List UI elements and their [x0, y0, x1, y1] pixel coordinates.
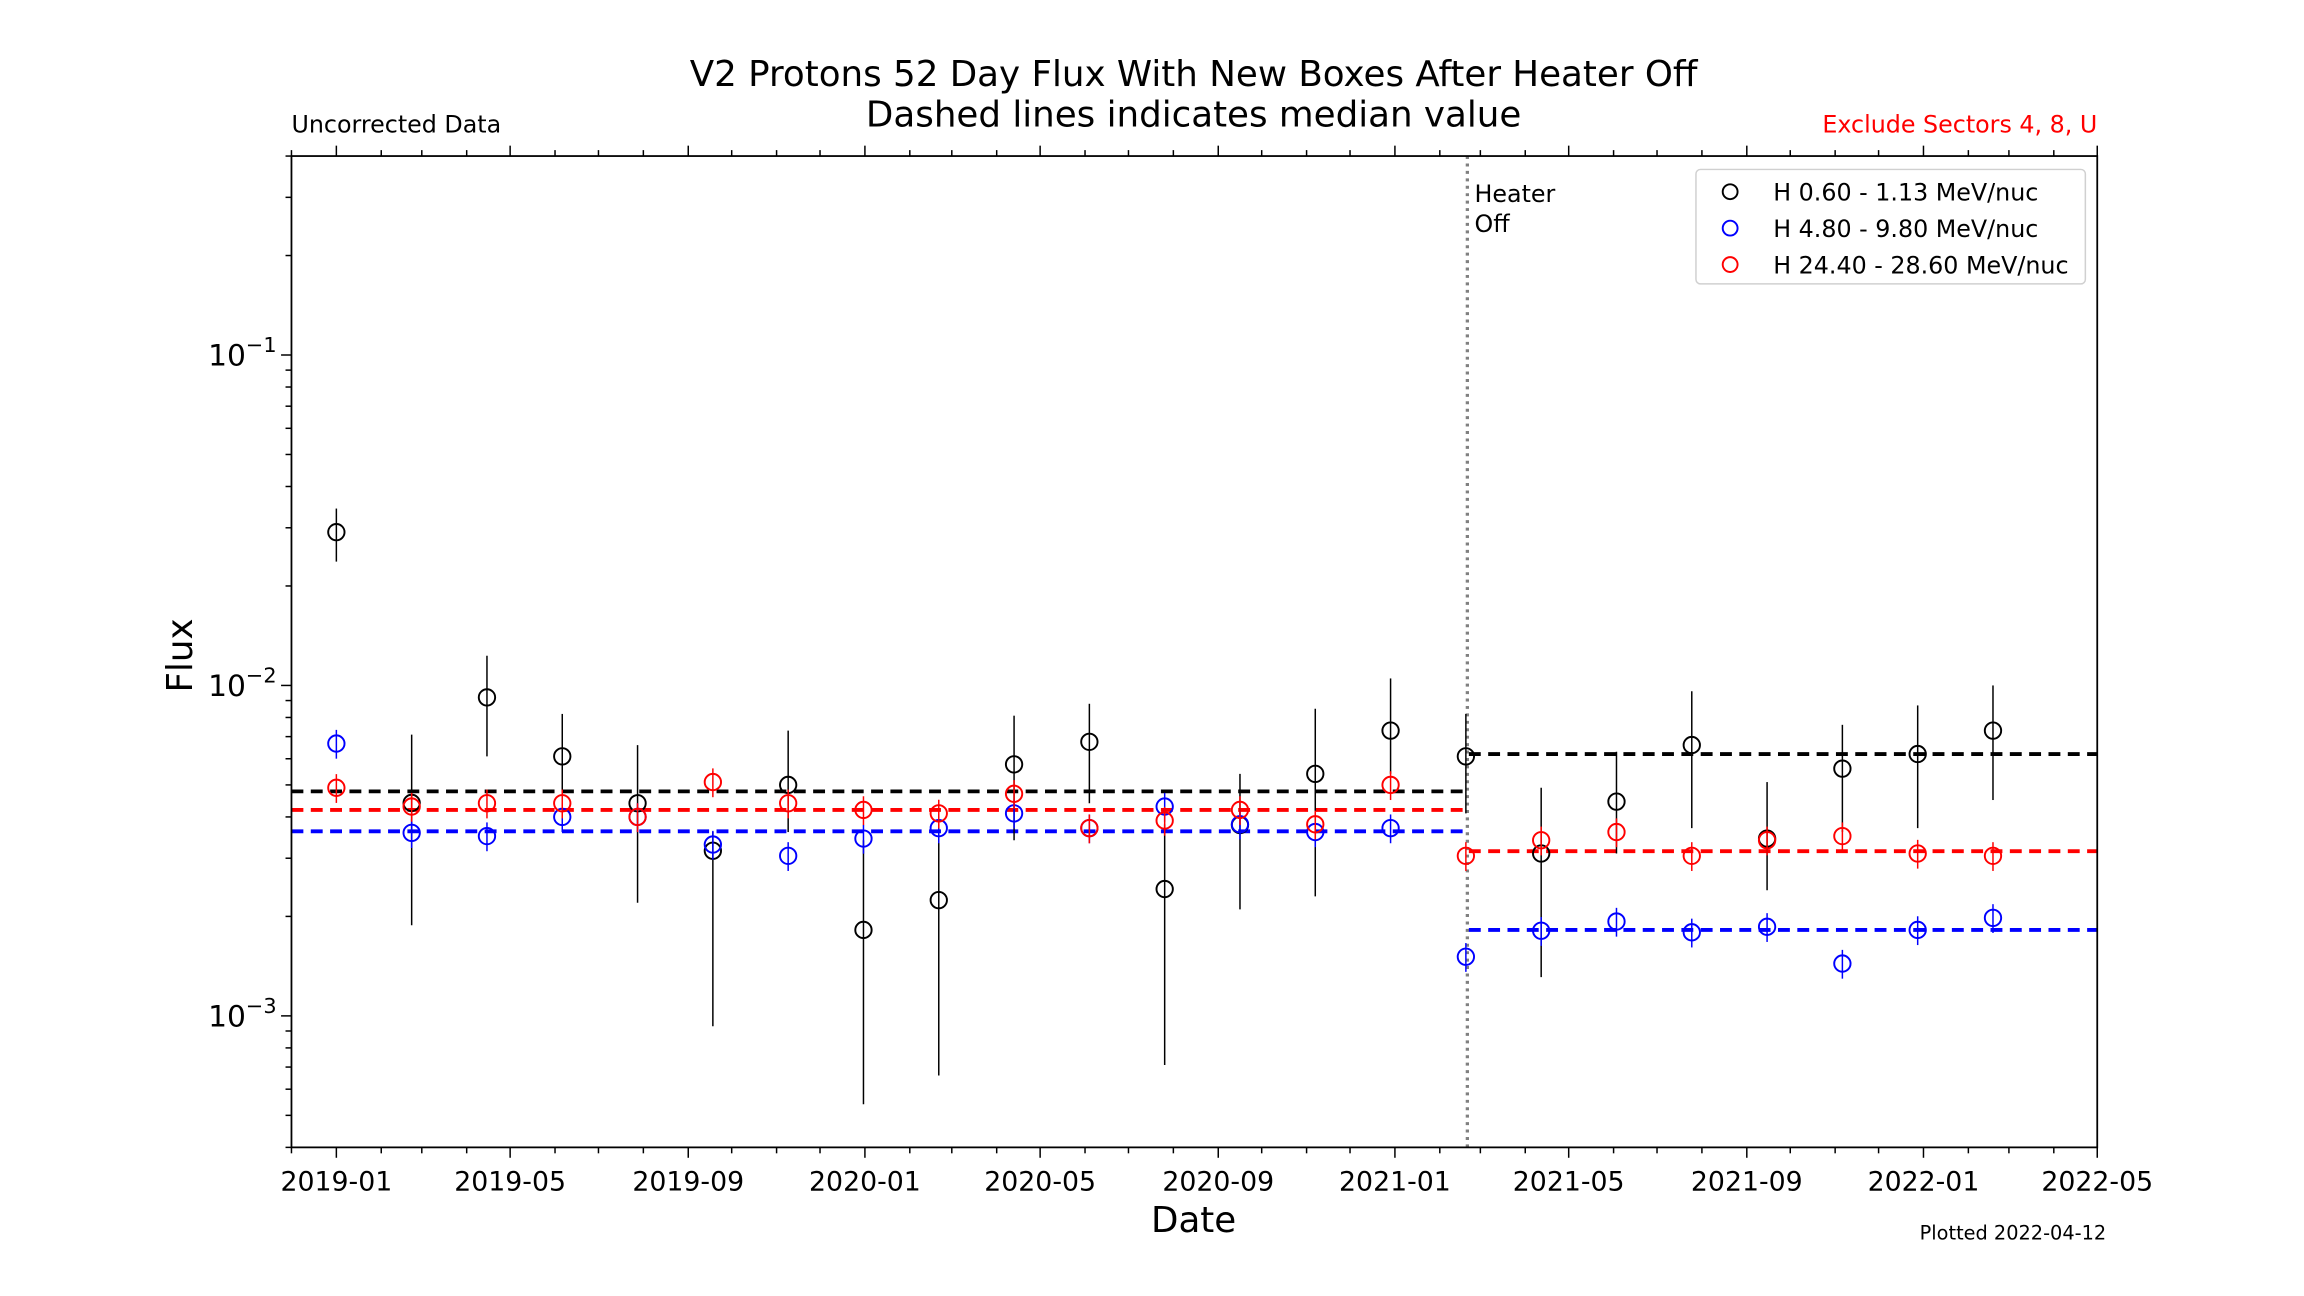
- data-point: [1230, 800, 1250, 820]
- data-point: [854, 800, 873, 820]
- data-point: [1080, 818, 1099, 838]
- data-point: [1532, 831, 1551, 850]
- data-point: [327, 523, 346, 542]
- data-point: [1306, 764, 1325, 784]
- data-point: [553, 747, 572, 766]
- legend-label: H 0.60 - 1.13 MeV/nuc: [1773, 179, 2038, 207]
- data-point: [1607, 792, 1626, 811]
- chart-subtitle: Dashed lines indicates median value: [866, 94, 1521, 135]
- legend: H 0.60 - 1.13 MeV/nuc H 4.80 - 9.80 MeV/n…: [1695, 168, 2087, 285]
- x-tick-label: 2022-01: [1868, 1166, 1980, 1197]
- data-point: [402, 823, 421, 842]
- x-tick-label: 2019-05: [454, 1166, 566, 1197]
- exclude-sectors-note: Exclude Sectors 4, 8, U: [1822, 110, 2097, 138]
- heater-off-label: Heater Off: [1475, 180, 1563, 238]
- data-point: [1381, 775, 1400, 795]
- data-point: [1983, 721, 2003, 740]
- y-axis-label: Flux: [160, 618, 201, 692]
- data-point: [1833, 759, 1852, 778]
- data-point: [779, 846, 798, 865]
- x-tick-label: 2021-01: [1339, 1166, 1451, 1197]
- data-point: [854, 920, 873, 940]
- data-point: [929, 891, 948, 910]
- x-tick-label: 2021-09: [1691, 1166, 1803, 1197]
- data-point: [1306, 815, 1325, 834]
- heater-label-line1: Heater: [1475, 180, 1556, 208]
- y-tick-label: 10−3: [208, 994, 277, 1034]
- data-point: [1155, 879, 1174, 899]
- plotted-date-note: Plotted 2022-04-12: [1920, 1222, 2107, 1245]
- data-point: [1607, 822, 1626, 842]
- y-tick-label: 10−1: [208, 333, 277, 373]
- data-point: [1682, 923, 1701, 942]
- data-point: [854, 829, 873, 848]
- x-axis-label: Date: [1151, 1200, 1236, 1241]
- legend-label: H 4.80 - 9.80 MeV/nuc: [1773, 215, 2038, 243]
- data-point: [1682, 846, 1701, 865]
- x-tick-label: 2020-09: [1162, 1166, 1274, 1197]
- x-tick-label: 2020-05: [984, 1166, 1096, 1197]
- x-tick-label: 2022-05: [2041, 1166, 2153, 1197]
- data-point: [477, 688, 497, 707]
- x-tick-label: 2019-01: [280, 1166, 392, 1197]
- data-point: [477, 826, 497, 846]
- data-point: [477, 794, 497, 813]
- data-marks: [291, 156, 2098, 1148]
- data-point: [1908, 920, 1927, 940]
- data-point: [1908, 744, 1927, 764]
- data-point: [1908, 844, 1927, 863]
- data-point: [1456, 846, 1476, 865]
- data-point: [779, 794, 798, 813]
- data-point: [1004, 755, 1024, 774]
- data-point: [327, 778, 346, 797]
- legend-marker: [1721, 256, 1739, 273]
- data-point: [1757, 831, 1777, 850]
- uncorrected-note: Uncorrected Data: [291, 110, 501, 138]
- data-point: [1757, 917, 1777, 936]
- data-point: [703, 835, 723, 854]
- data-point: [628, 807, 647, 827]
- chart-title: V2 Protons 52 Day Flux With New Boxes Af…: [690, 54, 1699, 95]
- data-point: [1607, 912, 1626, 931]
- data-point: [1456, 947, 1476, 966]
- data-point: [327, 734, 346, 753]
- plot-frame: [290, 155, 2099, 1149]
- data-point: [1456, 747, 1476, 766]
- data-point: [1532, 921, 1551, 940]
- data-point: [1155, 811, 1174, 830]
- data-point: [1833, 954, 1852, 973]
- data-point: [1381, 818, 1400, 838]
- data-point: [1983, 908, 2003, 927]
- data-point: [553, 794, 572, 813]
- legend-label: H 24.40 - 28.60 MeV/nuc: [1773, 251, 2068, 279]
- y-tick-label: 10−2: [208, 663, 277, 703]
- data-point: [1381, 721, 1400, 740]
- x-tick-label: 2020-01: [809, 1166, 921, 1197]
- legend-box: [1695, 168, 2087, 285]
- data-point: [1080, 732, 1099, 751]
- data-point: [929, 804, 948, 823]
- data-point: [1004, 784, 1024, 803]
- axis-ticks: 2019-01 2019-05 2019-09 2020-01 2020-05 2020-…: [208, 145, 2153, 1197]
- legend-marker: [1721, 183, 1739, 201]
- legend-marker: [1721, 219, 1739, 237]
- data-point: [402, 797, 421, 816]
- heater-label-line2: Off: [1475, 210, 1511, 238]
- data-point: [1983, 846, 2003, 865]
- x-tick-label: 2021-05: [1513, 1166, 1625, 1197]
- data-point: [1682, 735, 1701, 755]
- data-point: [703, 772, 723, 792]
- x-tick-label: 2019-09: [632, 1166, 744, 1197]
- data-point: [1833, 826, 1852, 846]
